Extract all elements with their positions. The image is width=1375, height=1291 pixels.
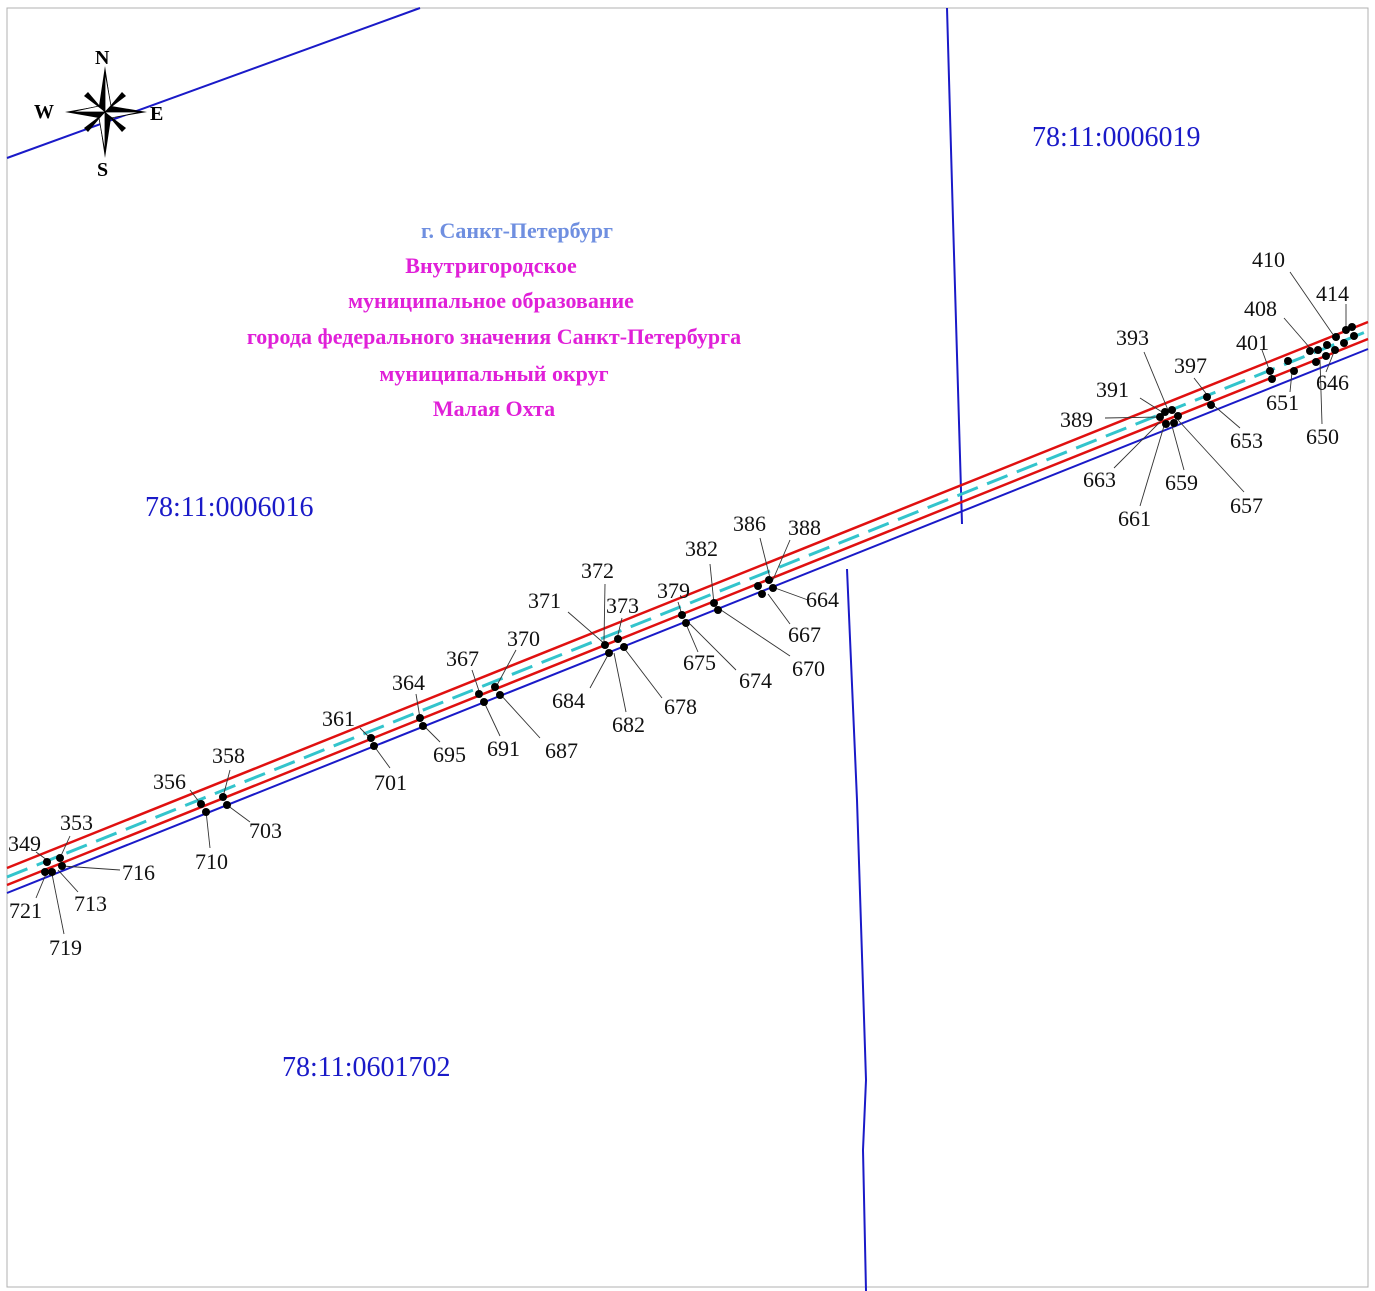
compass-west: W bbox=[34, 101, 54, 123]
point-label: 653 bbox=[1230, 428, 1263, 453]
point-label: 721 bbox=[9, 898, 42, 923]
point-label: 646 bbox=[1316, 370, 1349, 395]
point-label: 713 bbox=[74, 891, 107, 916]
easement-edge-north bbox=[6, 320, 1369, 870]
point-label: 373 bbox=[606, 593, 639, 618]
point-label: 659 bbox=[1165, 470, 1198, 495]
point-label: 408 bbox=[1244, 296, 1277, 321]
point-label: 361 bbox=[322, 706, 355, 731]
point-label: 410 bbox=[1252, 247, 1285, 272]
point-label: 388 bbox=[788, 515, 821, 540]
point-label: 682 bbox=[612, 712, 645, 737]
municipality-line-3: города федерального значения Санкт-Петер… bbox=[247, 324, 741, 349]
boundary-north-vertical bbox=[946, 7, 963, 525]
compass-north: N bbox=[95, 47, 110, 69]
point-label: 678 bbox=[664, 694, 697, 719]
point-label: 353 bbox=[60, 810, 93, 835]
point-label: 397 bbox=[1174, 353, 1207, 378]
point-label: 703 bbox=[249, 818, 282, 843]
compass-south: S bbox=[97, 159, 108, 181]
survey-points bbox=[41, 323, 1358, 876]
municipality-title: г. Санкт-Петербург Внутригородское муниц… bbox=[247, 218, 741, 421]
point-label: 389 bbox=[1060, 407, 1093, 432]
municipality-line-2: муниципальное образование bbox=[348, 288, 634, 313]
point-label: 687 bbox=[545, 738, 578, 763]
point-label: 364 bbox=[392, 670, 425, 695]
map-frame bbox=[6, 7, 1369, 1288]
point-label: 356 bbox=[153, 769, 186, 794]
point-label: 367 bbox=[446, 646, 479, 671]
point-label: 414 bbox=[1316, 281, 1349, 306]
point-label: 691 bbox=[487, 736, 520, 761]
easement-strip bbox=[6, 320, 1369, 887]
point-label: 719 bbox=[49, 935, 82, 960]
boundary-south-vertical bbox=[846, 568, 868, 1291]
point-label: 372 bbox=[581, 558, 614, 583]
point-label: 695 bbox=[433, 742, 466, 767]
parcel-label-6019: 78:11:0006019 bbox=[1032, 122, 1201, 153]
axis-line bbox=[6, 329, 1369, 879]
easement-edge-south bbox=[6, 337, 1369, 887]
municipality-line-1: Внутригородское bbox=[405, 253, 577, 278]
point-label: 371 bbox=[528, 588, 561, 613]
point-label: 382 bbox=[685, 536, 718, 561]
municipality-line-4: муниципальный округ bbox=[379, 361, 608, 386]
point-label: 661 bbox=[1118, 506, 1151, 531]
point-label: 701 bbox=[374, 770, 407, 795]
point-label: 650 bbox=[1306, 424, 1339, 449]
point-label: 684 bbox=[552, 688, 585, 713]
point-label: 391 bbox=[1096, 377, 1129, 402]
parcel-label-601702: 78:11:0601702 bbox=[282, 1052, 451, 1083]
compass-rose-icon: N S W E bbox=[34, 47, 163, 181]
point-label: 710 bbox=[195, 849, 228, 874]
point-label: 386 bbox=[733, 511, 766, 536]
point-label: 651 bbox=[1266, 390, 1299, 415]
point-label: 657 bbox=[1230, 493, 1263, 518]
point-label: 370 bbox=[507, 626, 540, 651]
point-label: 401 bbox=[1236, 330, 1269, 355]
boundary-nw bbox=[6, 7, 421, 159]
point-label: 675 bbox=[683, 650, 716, 675]
point-label: 674 bbox=[739, 668, 772, 693]
parcel-label-6016: 78:11:0006016 bbox=[145, 492, 314, 523]
point-label: 358 bbox=[212, 743, 245, 768]
point-label: 670 bbox=[792, 656, 825, 681]
point-labels: 349 353 716 713 721 719 356 358 703 710 … bbox=[8, 247, 1349, 960]
municipality-line-5: Малая Охта bbox=[433, 396, 555, 421]
point-label: 667 bbox=[788, 622, 821, 647]
city-name: г. Санкт-Петербург bbox=[421, 218, 613, 243]
point-label: 349 bbox=[8, 831, 41, 856]
point-label: 716 bbox=[122, 860, 155, 885]
point-label: 664 bbox=[806, 587, 839, 612]
leader-lines bbox=[35, 271, 1347, 935]
point-label: 393 bbox=[1116, 325, 1149, 350]
point-label: 663 bbox=[1083, 467, 1116, 492]
point-label: 379 bbox=[657, 578, 690, 603]
compass-east: E bbox=[150, 103, 163, 125]
